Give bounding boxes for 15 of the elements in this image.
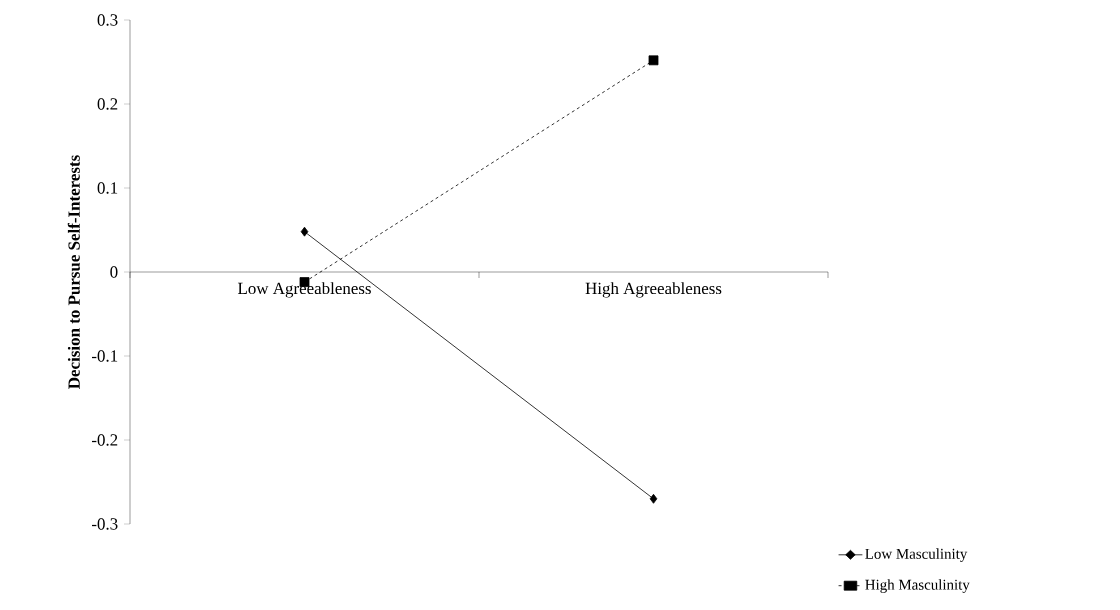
x-tick-label: Low Agreeableness — [237, 282, 371, 298]
y-tick-label: -0.3 — [91, 518, 118, 530]
y-tick-label: -0.2 — [91, 434, 118, 446]
y-tick-label: 0.1 — [97, 182, 118, 194]
y-tick-label: 0 — [110, 266, 118, 278]
point — [648, 55, 659, 66]
point — [649, 493, 658, 504]
legend-label: Low Masculinity — [865, 548, 968, 562]
x-tick-label: High Agreeableness — [585, 282, 722, 298]
legend-label: High Masculinity — [865, 579, 970, 593]
y-tick-label: 0.2 — [97, 98, 118, 110]
y-axis-title: Decision to Pursue Self-Interests — [67, 155, 80, 389]
point — [300, 226, 309, 237]
y-tick-label: 0.3 — [97, 14, 118, 26]
y-tick-label: -0.1 — [91, 350, 118, 362]
